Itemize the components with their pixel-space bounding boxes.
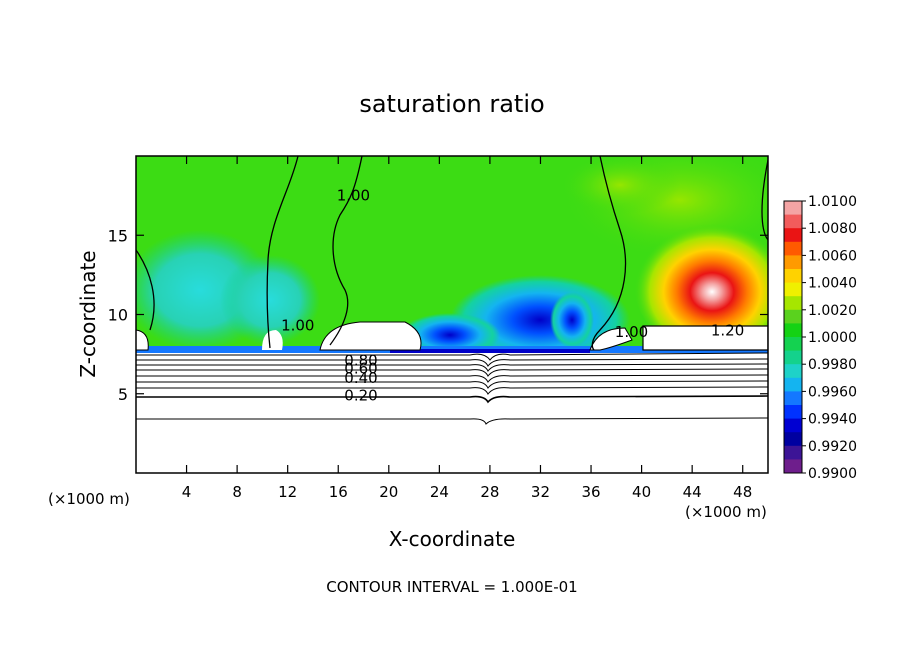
colorbar-label: 0.9980: [808, 357, 857, 373]
colorbar-segment: [784, 228, 802, 243]
contour-line-1.00-e: [136, 249, 155, 331]
contour-interval-note: CONTOUR INTERVAL = 1.000E-01: [326, 578, 577, 596]
field-supersat-max: [634, 217, 768, 353]
cloud-blob-3: [589, 327, 633, 351]
y-axis-ticks: 5 10 15: [108, 226, 768, 404]
field-cyan-mid: [220, 255, 320, 345]
colorbar-segment: [784, 350, 802, 365]
field-blue-core: [550, 292, 594, 348]
x-tick-label: 44: [683, 483, 702, 501]
x-tick-label: 36: [581, 483, 600, 501]
contour-label: 0.60: [344, 359, 377, 377]
x-tick-label: 12: [278, 483, 297, 501]
x-tick-label: 28: [480, 483, 499, 501]
y-tick-label: 5: [118, 385, 128, 404]
x-axis-ticks: 4 8 12 16 20 24 28 32 36 40 44 48: [182, 156, 752, 501]
colorbar-segment: [784, 391, 802, 406]
contour-label: 0.80: [344, 351, 377, 369]
colorbar-labels: 1.0100 1.0080 1.0060 1.0040 1.0020 1.0000 0.99…: [802, 194, 857, 482]
contour-line-0.40: [136, 380, 768, 389]
contour-label: 1.20: [711, 321, 744, 339]
colorbar-label: 1.0040: [808, 276, 857, 292]
colorbar-segment: [784, 432, 802, 447]
y-tick-label: 10: [108, 306, 128, 325]
colorbar-segment: [784, 405, 802, 420]
colorbar-label: 1.0000: [808, 330, 857, 346]
colorbar-segment: [784, 296, 802, 311]
colorbar-segment: [784, 337, 802, 352]
colorbar-segment: [784, 269, 802, 284]
contour-label: 0.20: [344, 386, 377, 404]
contour-line-0.20: [136, 395, 768, 404]
contour-label: 1.00: [615, 323, 648, 341]
contour-label: 0.40: [344, 369, 377, 387]
colorbar-segment: [784, 214, 802, 229]
plot-area: [136, 156, 768, 473]
x-tick-label: 4: [182, 483, 192, 501]
x-tick-label: 24: [430, 483, 449, 501]
contour-line-0.80: [136, 358, 768, 367]
contour-line-1.00-b: [329, 156, 363, 346]
colorbar: [783, 200, 803, 474]
colorbar-label: 1.0020: [808, 303, 857, 319]
cloud-blob-1: [319, 321, 422, 351]
contour-line-0.50: [136, 374, 768, 383]
colorbar-label: 0.9920: [808, 439, 857, 455]
x-tick-label: 40: [632, 483, 651, 501]
x-axis-label: X-coordinate: [389, 527, 516, 551]
contour-line-1.00-d: [761, 159, 768, 241]
colorbar-segment: [784, 255, 802, 270]
colorbar-label: 0.9940: [808, 412, 857, 428]
x-tick-label: 8: [232, 483, 242, 501]
colorbar-label: 0.9900: [808, 466, 857, 482]
cloud-blob-2: [642, 325, 768, 351]
contour-line-0.70: [136, 363, 768, 372]
colorbar-segment: [784, 459, 802, 474]
x-tick-label: 32: [531, 483, 550, 501]
chart-title: saturation ratio: [359, 90, 544, 118]
colorbar-segment: [784, 418, 802, 433]
colorbar-label: 1.0100: [808, 194, 857, 210]
x-tick-label: 16: [329, 483, 348, 501]
colorbar-segment: [784, 241, 802, 256]
x-tick-label: 48: [733, 483, 752, 501]
x-tick-label: 20: [379, 483, 398, 501]
colorbar-segment: [784, 445, 802, 460]
colorbar-segment: [784, 201, 802, 216]
colorbar-label: 0.9960: [808, 384, 857, 400]
field-surface-dark-band: [390, 349, 590, 354]
contour-line-0.30: [136, 386, 768, 395]
field-lower-white: [136, 353, 768, 473]
x-unit-left: (×1000 m): [48, 490, 130, 508]
y-axis-label: Z-coordinate: [76, 250, 100, 377]
field-lime-patch-2: [560, 156, 680, 215]
colorbar-segment: [784, 364, 802, 379]
contour-line-1.00-a: [266, 156, 299, 349]
y-tick-label: 15: [108, 226, 128, 245]
x-unit-right: (×1000 m): [685, 503, 767, 521]
contour-line-0.10: [136, 417, 768, 425]
colorbar-segment: [784, 323, 802, 338]
colorbar-label: 1.0060: [808, 248, 857, 264]
contour-labels: 1.00 1.00 1.00 1.20 0.800.600.400.20: [281, 187, 744, 405]
contour-label: 1.00: [281, 317, 314, 335]
colorbar-label: 1.0080: [808, 221, 857, 237]
cloud-blob-4: [262, 330, 283, 350]
contour-label: 1.00: [337, 187, 370, 205]
contour-line-0.90: [136, 352, 768, 361]
colorbar-segment: [784, 309, 802, 324]
colorbar-segment: [784, 377, 802, 392]
contour-line-1.00-c: [591, 156, 627, 351]
contour-line-0.60: [136, 368, 768, 377]
colorbar-segment: [784, 282, 802, 297]
